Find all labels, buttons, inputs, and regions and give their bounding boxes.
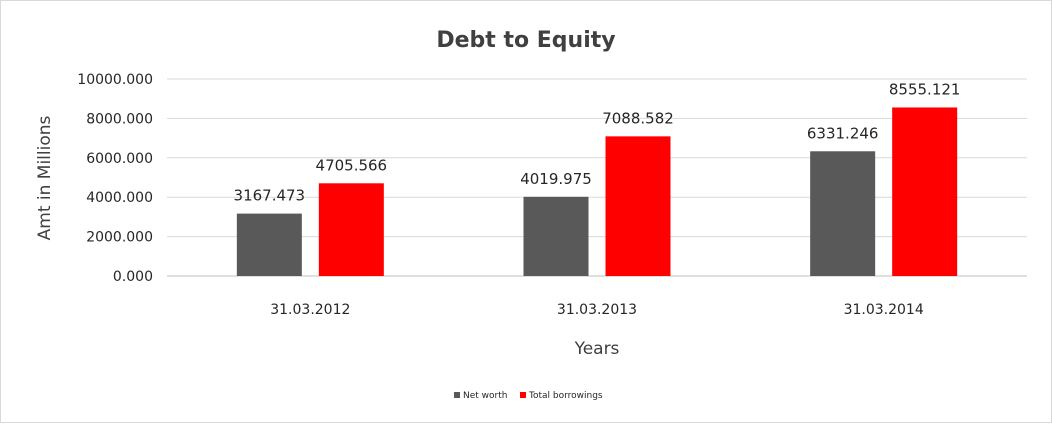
y-tick-label: 6000.000 bbox=[86, 151, 153, 167]
bar-net-worth bbox=[810, 151, 876, 276]
legend-label: Net worth bbox=[463, 391, 507, 401]
data-label: 3167.473 bbox=[234, 187, 306, 205]
data-label: 8555.121 bbox=[889, 80, 961, 98]
y-tick-label: 2000.000 bbox=[86, 230, 153, 246]
y-tick-label: 4000.000 bbox=[86, 190, 153, 206]
bar-total-borrowings bbox=[318, 183, 384, 276]
y-tick-label: 0.000 bbox=[113, 269, 153, 285]
data-label: 4019.975 bbox=[520, 170, 592, 188]
bar-total-borrowings bbox=[605, 136, 671, 276]
gridlines bbox=[167, 78, 1027, 277]
x-tick-label: 31.03.2013 bbox=[557, 302, 637, 318]
legend-label: Total borrowings bbox=[528, 391, 603, 401]
chart-title: Debt to Equity bbox=[436, 28, 615, 53]
legend-swatch bbox=[454, 392, 460, 398]
legend: Net worth Total borrowings bbox=[454, 391, 603, 401]
x-axis-title: Years bbox=[574, 339, 620, 359]
y-axis-ticks: 0.000 2000.000 4000.000 6000.000 8000.000 100… bbox=[77, 72, 153, 285]
bar-net-worth bbox=[523, 196, 589, 276]
x-tick-label: 31.03.2012 bbox=[270, 302, 350, 318]
x-tick-label: 31.03.2014 bbox=[844, 302, 924, 318]
data-label: 6331.246 bbox=[807, 124, 879, 142]
data-label: 7088.582 bbox=[602, 109, 674, 127]
y-tick-label: 8000.000 bbox=[86, 111, 153, 127]
y-tick-label: 10000.000 bbox=[77, 72, 153, 88]
bar-net-worth bbox=[236, 213, 302, 276]
data-label: 4705.566 bbox=[316, 156, 388, 174]
legend-swatch bbox=[520, 392, 526, 398]
bars bbox=[236, 107, 958, 277]
data-labels: 3167.473 4705.566 4019.975 7088.582 6331.246… bbox=[234, 80, 961, 204]
bar-total-borrowings bbox=[892, 107, 958, 277]
x-axis-ticks: 31.03.2012 31.03.2013 31.03.2014 bbox=[270, 302, 924, 318]
y-axis-title: Amt in Millions bbox=[35, 115, 55, 240]
